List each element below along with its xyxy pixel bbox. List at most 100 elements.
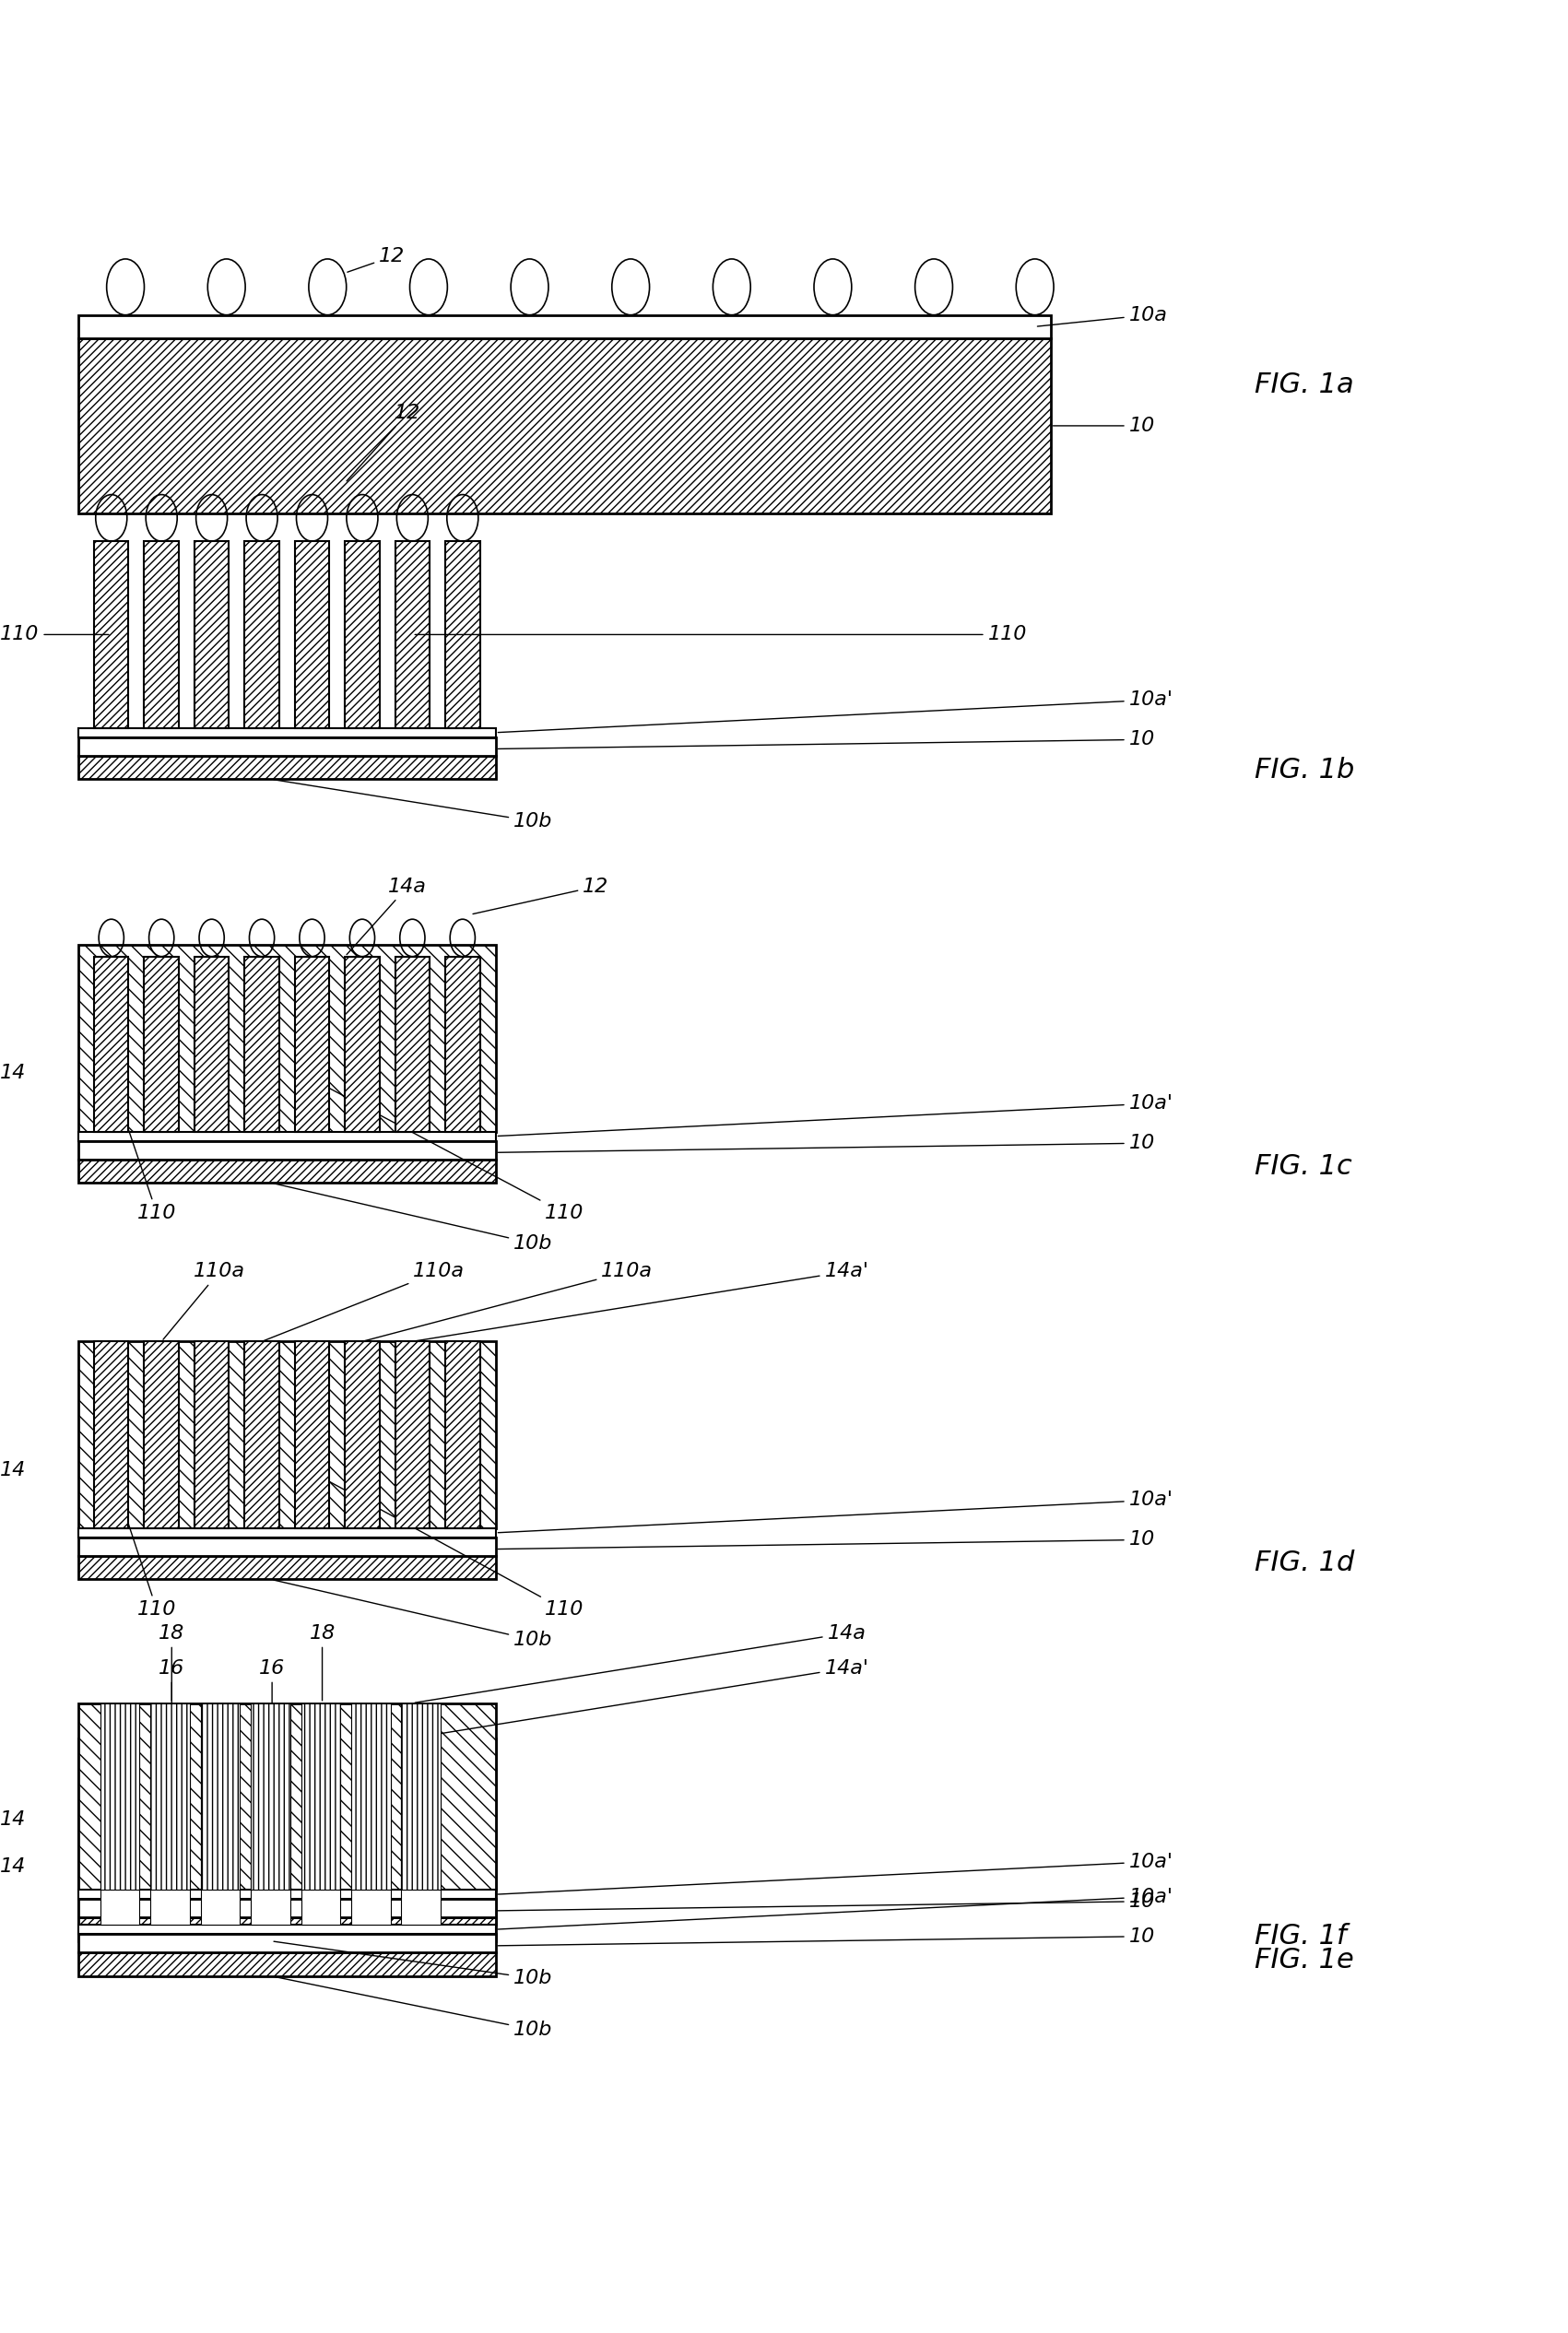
Bar (78, 737, 495, 756)
Text: 110a: 110a (365, 1262, 652, 1341)
Text: 10: 10 (499, 1530, 1156, 1549)
Text: 12: 12 (474, 877, 608, 915)
Bar (78, 1160, 495, 1183)
Bar (78, 1918, 495, 1941)
Bar (78, 1934, 495, 1953)
Bar (445, 1341, 480, 1528)
Text: FIG. 1e: FIG. 1e (1254, 1946, 1353, 1974)
Bar (401, 1738, 441, 1925)
Text: 10a': 10a' (499, 1852, 1173, 1894)
Bar (78, 756, 495, 779)
Text: 10b: 10b (274, 1976, 552, 2039)
Text: 14: 14 (0, 1857, 27, 1876)
Bar (345, 957, 379, 1132)
Bar (78, 1537, 495, 1556)
Bar (295, 1341, 329, 1528)
Bar (345, 1341, 379, 1528)
Text: 110: 110 (314, 1474, 583, 1619)
Bar (94, 541, 129, 728)
Bar (401, 1703, 441, 1890)
Text: 10: 10 (1054, 418, 1156, 434)
Text: 10b: 10b (274, 1941, 552, 1988)
Text: 10: 10 (499, 730, 1156, 749)
Text: 110: 110 (314, 1080, 583, 1222)
Text: 10a': 10a' (499, 1887, 1173, 1929)
Bar (295, 957, 329, 1132)
Bar (194, 541, 229, 728)
Bar (395, 1341, 430, 1528)
Text: 14a: 14a (347, 877, 426, 954)
Text: FIG. 1f: FIG. 1f (1254, 1922, 1347, 1950)
Bar (295, 541, 329, 728)
Text: FIG. 1a: FIG. 1a (1254, 371, 1353, 399)
Bar (78, 1528, 495, 1537)
Text: 14: 14 (0, 1810, 27, 1829)
Bar (144, 541, 179, 728)
Text: 10b: 10b (274, 1183, 552, 1253)
Text: 10: 10 (499, 1927, 1156, 1946)
Text: 14: 14 (0, 1460, 27, 1479)
Bar (78, 1132, 495, 1141)
Text: 110a: 110a (265, 1262, 464, 1341)
Text: 18: 18 (309, 1624, 336, 1701)
Bar (194, 1341, 229, 1528)
Bar (151, 1738, 190, 1925)
Text: 110a: 110a (163, 1262, 245, 1339)
Text: FIG. 1c: FIG. 1c (1254, 1153, 1352, 1180)
Bar (78, 1899, 495, 1918)
Bar (78, 315, 1051, 338)
Text: 12: 12 (348, 247, 405, 273)
Bar (94, 957, 129, 1132)
Text: 12: 12 (347, 404, 420, 481)
Bar (100, 1738, 140, 1925)
Bar (251, 1703, 290, 1890)
Bar (351, 1703, 390, 1890)
Bar (78, 1556, 495, 1579)
Text: 110: 110 (113, 1083, 176, 1222)
Bar (445, 957, 480, 1132)
Bar (78, 728, 495, 737)
Bar (78, 1925, 495, 1934)
Bar (78, 338, 1051, 513)
Bar (251, 1738, 290, 1925)
Text: 14a': 14a' (416, 1659, 869, 1738)
Text: 10b: 10b (274, 779, 552, 831)
Bar (144, 1341, 179, 1528)
Text: FIG. 1d: FIG. 1d (1254, 1549, 1355, 1577)
Text: 14: 14 (0, 1064, 27, 1083)
Bar (78, 1738, 495, 1925)
Text: 110: 110 (0, 625, 108, 644)
Text: 16: 16 (158, 1659, 185, 1736)
Text: 110: 110 (113, 1474, 176, 1619)
Bar (78, 1341, 495, 1528)
Bar (395, 957, 430, 1132)
Bar (245, 1341, 279, 1528)
Bar (100, 1703, 140, 1890)
Bar (351, 1738, 390, 1925)
Bar (245, 541, 279, 728)
Text: 14a': 14a' (416, 1262, 869, 1341)
Bar (78, 1703, 495, 1890)
Bar (78, 1890, 495, 1899)
Bar (345, 541, 379, 728)
Text: 10: 10 (499, 1892, 1156, 1911)
Bar (144, 957, 179, 1132)
Bar (78, 945, 495, 1132)
Bar (201, 1738, 240, 1925)
Bar (78, 1953, 495, 1976)
Text: 10a': 10a' (499, 1094, 1173, 1136)
Text: 10a': 10a' (499, 691, 1173, 733)
Bar (445, 541, 480, 728)
Text: FIG. 1b: FIG. 1b (1254, 756, 1355, 784)
Bar (78, 1141, 495, 1160)
Text: 10a: 10a (1038, 306, 1168, 327)
Bar (151, 1703, 190, 1890)
Bar (194, 957, 229, 1132)
Text: 10: 10 (499, 1134, 1156, 1153)
Bar (245, 957, 279, 1132)
Text: 10a': 10a' (499, 1491, 1173, 1533)
Text: 14a: 14a (416, 1624, 866, 1703)
Bar (201, 1703, 240, 1890)
Text: 18: 18 (158, 1624, 185, 1701)
Text: 16: 16 (259, 1659, 285, 1736)
